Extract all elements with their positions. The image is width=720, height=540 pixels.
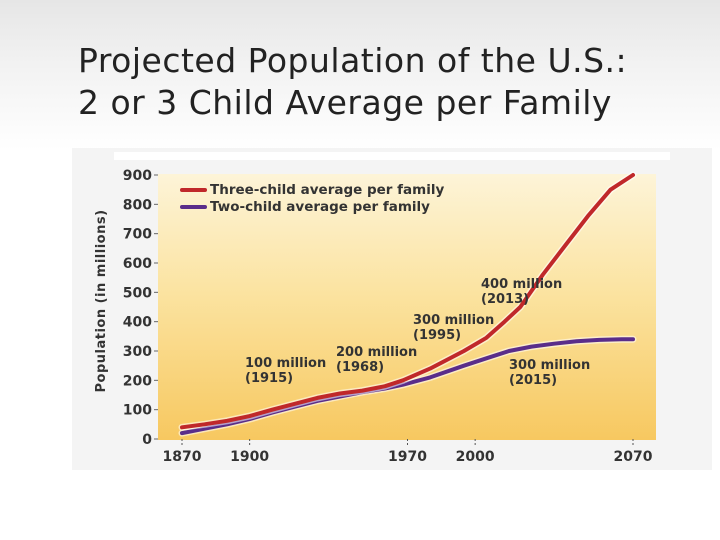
population-chart: Population (in millions) 900 800 700 600 500… [72,148,712,470]
x-axis: 1870 1900 1970 2000 2070 [163,439,653,465]
y-tick-label: 400 [123,315,152,331]
x-tick-label: 1970 [388,449,427,465]
legend: Three-child average per familyTwo-child … [180,182,444,215]
y-axis-label: Population (in millions) [94,209,109,392]
chart-top-strip [114,152,670,160]
annotation-year: (2013) [481,292,529,307]
plot-area [158,174,656,440]
title-line-2: 2 or 3 Child Average per Family [78,83,612,122]
annotations: 100 million(1915) 200 million(1968) 300 mi… [245,277,590,388]
x-tick-label: 2000 [456,449,495,465]
annotation-label: 200 million [336,345,417,360]
y-tick-label: 200 [123,373,152,389]
x-tick-label: 1870 [163,449,202,465]
annotation-year: (1968) [336,360,384,375]
annotation-year: (1915) [245,371,293,386]
y-tick-label: 600 [123,256,152,272]
annotation-year: (1995) [413,328,461,343]
annotation-year: (2015) [509,373,557,388]
y-tick-label: 0 [142,432,152,448]
legend-label: Two-child average per family [210,199,430,215]
y-tick-label: 100 [123,403,152,419]
y-tick-label: 300 [123,344,152,360]
legend-label: Three-child average per family [210,182,444,198]
series-lines [178,171,637,437]
x-tick-label: 1900 [230,449,269,465]
slide-title: Projected Population of the U.S.: 2 or 3… [78,40,698,124]
x-tick-label: 2070 [614,449,653,465]
annotation-label: 300 million [509,358,590,373]
annotation-label: 300 million [413,313,494,328]
y-tick-label: 500 [123,285,152,301]
series-line-three-child [180,173,635,430]
annotation-label: 400 million [481,277,562,292]
y-axis: 900 800 700 600 500 400 300 200 100 0 [123,168,158,448]
y-tick-label: 700 [123,227,152,243]
y-tick-label: 800 [123,197,152,213]
y-tick-label: 900 [123,168,152,184]
annotation-label: 100 million [245,356,326,371]
title-line-1: Projected Population of the U.S.: [78,41,628,80]
